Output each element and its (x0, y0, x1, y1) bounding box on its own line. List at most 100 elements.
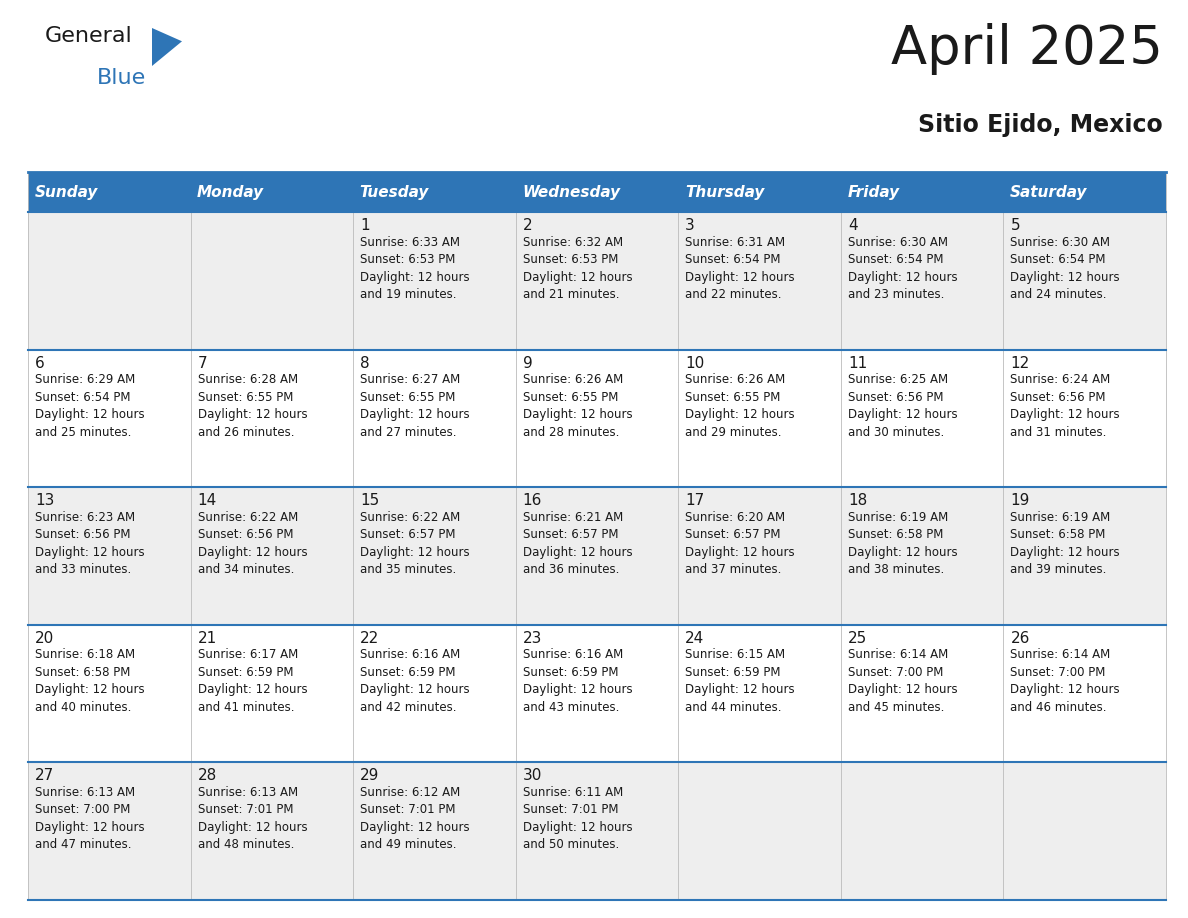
Bar (1004, 487, 1165, 625)
Text: Daylight: 12 hours: Daylight: 12 hours (848, 271, 958, 284)
Bar (516, 487, 678, 625)
Text: Sunset: 6:55 PM: Sunset: 6:55 PM (685, 390, 781, 404)
Text: Daylight: 12 hours: Daylight: 12 hours (848, 409, 958, 421)
Text: Sunrise: 6:21 AM: Sunrise: 6:21 AM (523, 510, 623, 523)
Text: Sunrise: 6:13 AM: Sunrise: 6:13 AM (197, 786, 298, 799)
Text: Daylight: 12 hours: Daylight: 12 hours (685, 409, 795, 421)
Bar (29, 350, 190, 487)
Text: and 23 minutes.: and 23 minutes. (848, 288, 944, 301)
Text: and 33 minutes.: and 33 minutes. (34, 564, 131, 577)
Text: and 42 minutes.: and 42 minutes. (360, 700, 456, 714)
Bar (190, 625, 353, 763)
Text: Sunday: Sunday (34, 185, 97, 199)
Text: Daylight: 12 hours: Daylight: 12 hours (848, 545, 958, 559)
Bar (190, 763, 353, 900)
Text: and 35 minutes.: and 35 minutes. (360, 564, 456, 577)
Text: Sunset: 6:54 PM: Sunset: 6:54 PM (848, 253, 943, 266)
Bar (1004, 625, 1165, 763)
Bar (678, 350, 841, 487)
Bar (841, 625, 1004, 763)
Text: 26: 26 (1011, 631, 1030, 645)
Text: and 26 minutes.: and 26 minutes. (197, 426, 295, 439)
Text: Blue: Blue (97, 68, 146, 88)
Bar (841, 487, 1004, 625)
Text: 30: 30 (523, 768, 542, 783)
Text: and 22 minutes.: and 22 minutes. (685, 288, 782, 301)
Text: and 19 minutes.: and 19 minutes. (360, 288, 456, 301)
Text: Sunrise: 6:16 AM: Sunrise: 6:16 AM (360, 648, 461, 661)
Text: Daylight: 12 hours: Daylight: 12 hours (1011, 683, 1120, 696)
Text: Tuesday: Tuesday (360, 185, 429, 199)
Text: Sunset: 6:57 PM: Sunset: 6:57 PM (685, 528, 781, 542)
Bar (353, 212, 516, 350)
Text: Daylight: 12 hours: Daylight: 12 hours (1011, 409, 1120, 421)
Text: Sunset: 7:01 PM: Sunset: 7:01 PM (523, 803, 618, 816)
Text: Daylight: 12 hours: Daylight: 12 hours (685, 545, 795, 559)
Bar (1004, 763, 1165, 900)
Text: Sunrise: 6:31 AM: Sunrise: 6:31 AM (685, 236, 785, 249)
Text: and 27 minutes.: and 27 minutes. (360, 426, 456, 439)
Text: Daylight: 12 hours: Daylight: 12 hours (523, 545, 632, 559)
Text: Sunset: 6:58 PM: Sunset: 6:58 PM (34, 666, 131, 678)
Text: Daylight: 12 hours: Daylight: 12 hours (34, 409, 145, 421)
Text: Sunrise: 6:19 AM: Sunrise: 6:19 AM (848, 510, 948, 523)
Text: Sunrise: 6:22 AM: Sunrise: 6:22 AM (197, 510, 298, 523)
Bar (841, 763, 1004, 900)
Text: April 2025: April 2025 (891, 23, 1163, 75)
Bar (678, 487, 841, 625)
Text: Daylight: 12 hours: Daylight: 12 hours (685, 683, 795, 696)
Text: Friday: Friday (847, 185, 899, 199)
Text: Daylight: 12 hours: Daylight: 12 hours (34, 683, 145, 696)
Text: Sunset: 7:01 PM: Sunset: 7:01 PM (360, 803, 456, 816)
Text: Sunrise: 6:22 AM: Sunrise: 6:22 AM (360, 510, 461, 523)
Text: 18: 18 (848, 493, 867, 509)
Text: 14: 14 (197, 493, 217, 509)
Bar (1004, 212, 1165, 350)
Text: 19: 19 (1011, 493, 1030, 509)
Text: Sunset: 6:53 PM: Sunset: 6:53 PM (523, 253, 618, 266)
Text: Sunset: 6:59 PM: Sunset: 6:59 PM (685, 666, 781, 678)
Text: Sunrise: 6:14 AM: Sunrise: 6:14 AM (848, 648, 948, 661)
Text: Sunrise: 6:18 AM: Sunrise: 6:18 AM (34, 648, 135, 661)
Bar (516, 763, 678, 900)
Text: Sunrise: 6:17 AM: Sunrise: 6:17 AM (197, 648, 298, 661)
Text: and 50 minutes.: and 50 minutes. (523, 838, 619, 851)
Text: and 47 minutes.: and 47 minutes. (34, 838, 132, 851)
Text: Sunset: 6:59 PM: Sunset: 6:59 PM (523, 666, 618, 678)
Text: Sunrise: 6:30 AM: Sunrise: 6:30 AM (1011, 236, 1111, 249)
Text: and 29 minutes.: and 29 minutes. (685, 426, 782, 439)
Text: and 48 minutes.: and 48 minutes. (197, 838, 293, 851)
Text: and 43 minutes.: and 43 minutes. (523, 700, 619, 714)
Text: Sunset: 6:56 PM: Sunset: 6:56 PM (848, 390, 943, 404)
Text: Sunrise: 6:25 AM: Sunrise: 6:25 AM (848, 373, 948, 386)
Text: Sunset: 6:59 PM: Sunset: 6:59 PM (197, 666, 293, 678)
Text: Sunrise: 6:15 AM: Sunrise: 6:15 AM (685, 648, 785, 661)
Bar (678, 212, 841, 350)
Polygon shape (152, 28, 182, 66)
Bar (29, 172, 1165, 212)
Text: 9: 9 (523, 355, 532, 371)
Text: and 21 minutes.: and 21 minutes. (523, 288, 619, 301)
Text: Sunset: 6:56 PM: Sunset: 6:56 PM (197, 528, 293, 542)
Text: Sunset: 7:01 PM: Sunset: 7:01 PM (197, 803, 293, 816)
Text: Daylight: 12 hours: Daylight: 12 hours (685, 271, 795, 284)
Text: Daylight: 12 hours: Daylight: 12 hours (360, 271, 469, 284)
Text: Daylight: 12 hours: Daylight: 12 hours (34, 821, 145, 834)
Text: 8: 8 (360, 355, 369, 371)
Bar (1004, 350, 1165, 487)
Text: Daylight: 12 hours: Daylight: 12 hours (1011, 271, 1120, 284)
Text: Daylight: 12 hours: Daylight: 12 hours (197, 683, 308, 696)
Text: Sunset: 6:58 PM: Sunset: 6:58 PM (848, 528, 943, 542)
Text: Sunset: 6:58 PM: Sunset: 6:58 PM (1011, 528, 1106, 542)
Text: Daylight: 12 hours: Daylight: 12 hours (523, 271, 632, 284)
Text: Sunrise: 6:32 AM: Sunrise: 6:32 AM (523, 236, 623, 249)
Text: Sunset: 6:56 PM: Sunset: 6:56 PM (34, 528, 131, 542)
Text: 2: 2 (523, 218, 532, 233)
Text: Daylight: 12 hours: Daylight: 12 hours (197, 545, 308, 559)
Bar (190, 350, 353, 487)
Text: 11: 11 (848, 355, 867, 371)
Text: Sunrise: 6:11 AM: Sunrise: 6:11 AM (523, 786, 623, 799)
Text: and 44 minutes.: and 44 minutes. (685, 700, 782, 714)
Text: 17: 17 (685, 493, 704, 509)
Text: Sunrise: 6:26 AM: Sunrise: 6:26 AM (523, 373, 623, 386)
